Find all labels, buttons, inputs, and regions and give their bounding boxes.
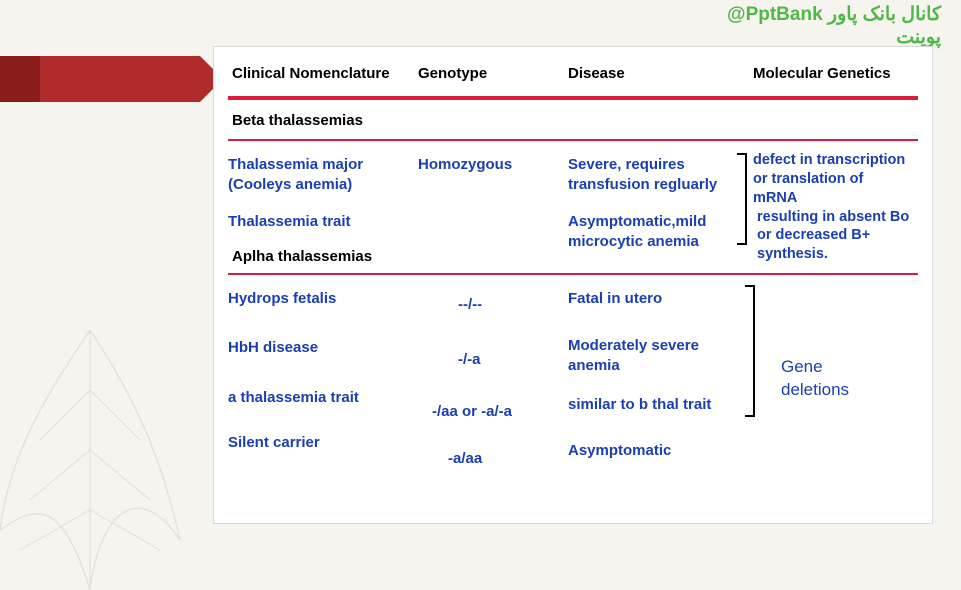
- header-molecular: Molecular Genetics: [753, 65, 918, 82]
- alpha-r1-name: Hydrops fetalis: [228, 285, 418, 313]
- beta-r1-geno: Homozygous: [418, 151, 568, 179]
- divider: [228, 96, 918, 100]
- header-clinical: Clinical Nomenclature: [228, 65, 418, 82]
- divider: [228, 139, 918, 141]
- beta-r2-name: Thalassemia trait: [228, 208, 418, 236]
- header-genotype: Genotype: [418, 65, 568, 82]
- beta-block: Thalassemia major (Cooleys anemia) Thala…: [228, 145, 918, 271]
- alpha-r4-name: Silent carrier: [228, 429, 418, 457]
- alpha-r3-name: a thalassemia trait: [228, 384, 418, 412]
- section-beta: Beta thalassemias: [228, 106, 918, 135]
- ribbon-decoration: [0, 56, 200, 102]
- leaf-decoration: [0, 330, 200, 590]
- channel-watermark: کانال بانک پاور @PptBank پوینت: [20, 4, 941, 50]
- watermark-text-1: کانال بانک پاور: [828, 4, 941, 25]
- beta-r1-name: Thalassemia major (Cooleys anemia): [228, 151, 418, 198]
- beta-r2-dis: Asymptomatic,mild microcytic anemia: [568, 208, 753, 255]
- header-disease: Disease: [568, 65, 753, 82]
- alpha-r2-dis: Moderately severeanemia: [568, 332, 753, 379]
- alpha-molecular: Genedeletions: [753, 356, 871, 400]
- alpha-block: Hydrops fetalis HbH disease a thalassemi…: [228, 279, 918, 473]
- alpha-r4-geno: -a/aa: [418, 445, 568, 473]
- alpha-r3-dis: similar to b thal trait: [568, 391, 753, 419]
- alpha-r4-dis: Asymptomatic: [568, 437, 753, 465]
- alpha-r2-name: HbH disease: [228, 334, 418, 362]
- alpha-r3-geno: -/aa or -a/-a: [418, 398, 568, 426]
- divider: [228, 273, 918, 275]
- beta-molecular: defect in transcription or translation o…: [753, 151, 918, 264]
- alpha-r1-dis: Fatal in utero: [568, 285, 753, 313]
- section-alpha: Aplha thalassemias: [228, 242, 418, 271]
- watermark-handle: @PptBank: [727, 4, 823, 27]
- beta-r1-dis: Severe, requires transfusion regluarly: [568, 151, 753, 198]
- slide-panel: Clinical Nomenclature Genotype Disease M…: [213, 46, 933, 524]
- alpha-r2-geno: -/-a: [418, 346, 568, 374]
- table-header-row: Clinical Nomenclature Genotype Disease M…: [228, 57, 918, 94]
- watermark-text-2: پوینت: [896, 27, 941, 48]
- bracket-icon: [737, 153, 747, 245]
- bracket-icon: [745, 285, 755, 417]
- alpha-r1-geno: --/--: [418, 291, 568, 319]
